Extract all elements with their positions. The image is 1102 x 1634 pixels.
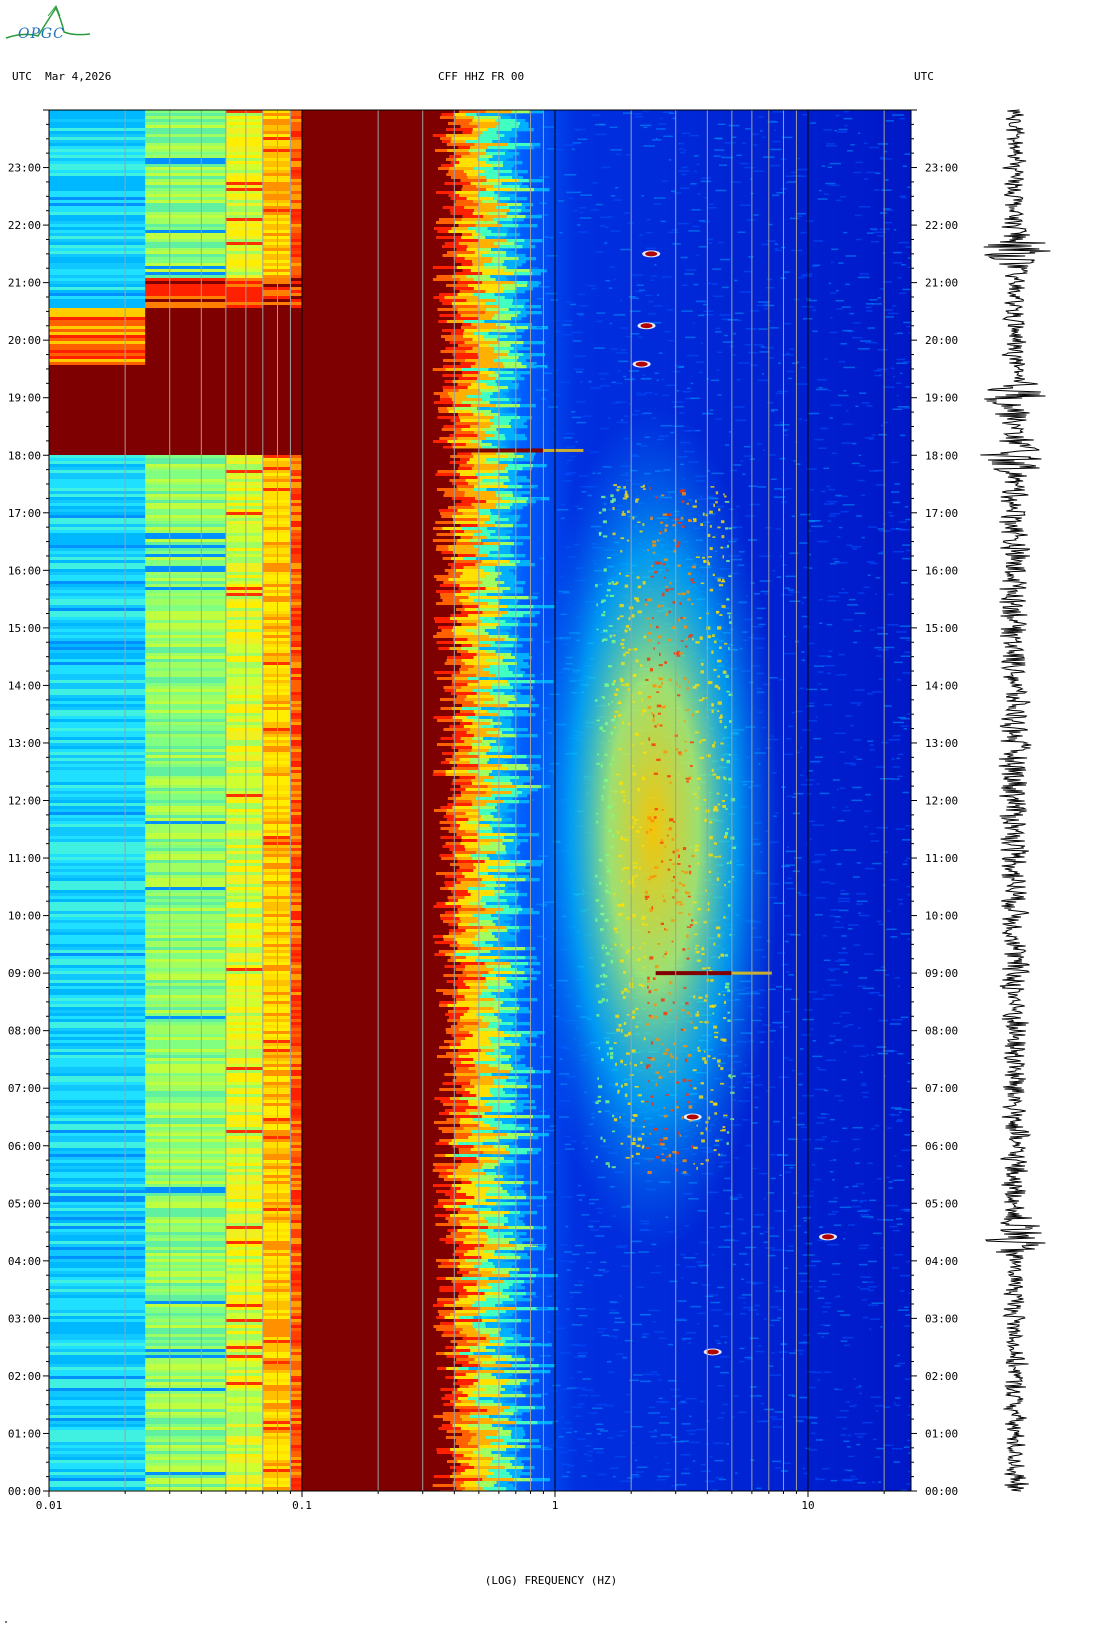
x-tick-label: 0.01 [36, 1499, 63, 1512]
y-tick-label: 15:00 [8, 622, 41, 635]
y-tick-label-right: 08:00 [925, 1025, 958, 1038]
logo-text: OPGC [18, 26, 65, 42]
x-tick-label: 1 [552, 1499, 559, 1512]
microseism-energy [525, 404, 782, 1255]
y-tick-label: 22:00 [8, 219, 41, 232]
y-tick-label: 21:00 [8, 277, 41, 290]
transient-event [822, 1234, 835, 1240]
y-tick-label-right: 14:00 [925, 679, 958, 692]
y-tick-label: 11:00 [8, 852, 41, 865]
y-tick-label-right: 05:00 [925, 1197, 958, 1210]
y-tick-label: 06:00 [8, 1140, 41, 1153]
y-tick-label-right: 17:00 [925, 507, 958, 520]
y-tick-label-right: 22:00 [925, 219, 958, 232]
header-tz: UTC [914, 70, 934, 83]
transient-event [706, 1349, 719, 1355]
y-tick-label: 03:00 [8, 1312, 41, 1325]
transient-event [635, 361, 648, 367]
y-tick-label-right: 03:00 [925, 1312, 958, 1325]
y-tick-label-right: 02:00 [925, 1370, 958, 1383]
y-tick-label-right: 18:00 [925, 449, 958, 462]
y-tick-label: 08:00 [8, 1025, 41, 1038]
y-tick-label-right: 12:00 [925, 795, 958, 808]
y-tick-label-right: 06:00 [925, 1140, 958, 1153]
y-tick-label: 20:00 [8, 334, 41, 347]
y-tick-label: 07:00 [8, 1082, 41, 1095]
seismogram-path [980, 109, 1051, 1492]
y-tick-label: 19:00 [8, 392, 41, 405]
y-tick-label: 12:00 [8, 795, 41, 808]
y-tick-label-right: 19:00 [925, 392, 958, 405]
header-station: CFF HHZ FR 00 [438, 70, 525, 83]
x-tick-label: 0.1 [292, 1499, 312, 1512]
y-tick-label-right: 07:00 [925, 1082, 958, 1095]
y-tick-label: 18:00 [8, 449, 41, 462]
y-tick-label-right: 23:00 [925, 162, 958, 175]
y-tick-label-right: 09:00 [925, 967, 958, 980]
y-tick-label-right: 11:00 [925, 852, 958, 865]
y-tick-label: 01:00 [8, 1427, 41, 1440]
footer-mark: " [4, 1620, 9, 1628]
saturated-band [302, 110, 423, 1491]
transient-event [686, 1114, 699, 1120]
y-tick-label: 17:00 [8, 507, 41, 520]
y-tick-label: 02:00 [8, 1370, 41, 1383]
transient-event [655, 971, 732, 976]
y-tick-label: 14:00 [8, 679, 41, 692]
y-tick-label-right: 13:00 [925, 737, 958, 750]
header-date: UTC Mar 4,2026 [12, 70, 112, 83]
y-tick-label-right: 21:00 [925, 277, 958, 290]
y-tick-label: 04:00 [8, 1255, 41, 1268]
transient-event [640, 323, 653, 329]
y-tick-label-right: 01:00 [925, 1427, 958, 1440]
seismogram-trace [980, 109, 1051, 1492]
y-tick-label: 23:00 [8, 162, 41, 175]
x-axis-label: (LOG) FREQUENCY (HZ) [484, 1574, 618, 1587]
y-tick-label: 10:00 [8, 910, 41, 923]
y-tick-label: 00:00 [8, 1485, 41, 1498]
transient-event [422, 448, 544, 453]
x-tick-label: 10 [801, 1499, 814, 1512]
y-tick-label: 09:00 [8, 967, 41, 980]
y-tick-label-right: 16:00 [925, 564, 958, 577]
y-tick-label-right: 20:00 [925, 334, 958, 347]
y-tick-label-right: 10:00 [925, 910, 958, 923]
y-tick-label-right: 00:00 [925, 1485, 958, 1498]
transient-event [645, 251, 658, 257]
spectrogram-plot [49, 110, 911, 1491]
y-tick-label: 05:00 [8, 1197, 41, 1210]
y-tick-label: 13:00 [8, 737, 41, 750]
y-tick-label-right: 15:00 [925, 622, 958, 635]
y-tick-label: 16:00 [8, 564, 41, 577]
y-tick-label-right: 04:00 [925, 1255, 958, 1268]
opgc-logo [5, 5, 91, 39]
